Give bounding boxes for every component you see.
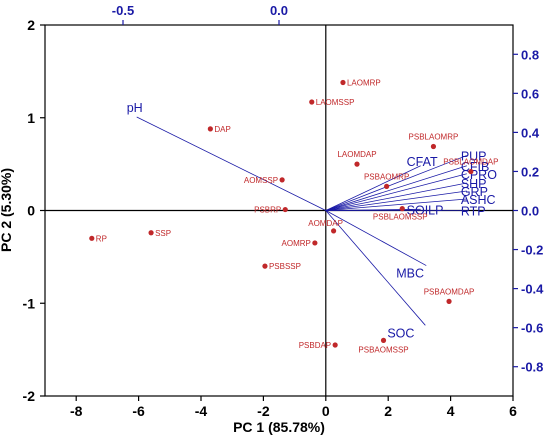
loading-label: RTP <box>461 205 486 219</box>
loading-vector-ph <box>136 116 326 211</box>
y2-tick-label: -0.2 <box>521 243 543 258</box>
x-tick-label: -8 <box>70 403 83 419</box>
x-axis-top: -0.5 0.0 <box>112 3 288 25</box>
score-label: AOMDAP <box>308 219 343 228</box>
score-point-aomdap <box>331 228 337 234</box>
score-label: SSP <box>155 229 171 238</box>
x-tick-label: -2 <box>257 403 270 419</box>
score-label: PSBAOMDAP <box>424 287 475 296</box>
y2-tick-label: 0.8 <box>521 47 539 62</box>
y-tick-label: 0 <box>27 203 35 219</box>
loading-vector-cpro <box>325 173 467 211</box>
y2-tick-label: -0.6 <box>521 321 543 336</box>
score-label: PSBSSP <box>269 262 301 271</box>
loading-label: CFAT <box>407 155 438 169</box>
score-point-ssp <box>148 230 154 236</box>
loading-label: GRP <box>461 185 488 199</box>
score-point-psblaomdap <box>468 168 474 175</box>
score-point-rp <box>89 235 95 241</box>
score-point-psbaomrp <box>384 183 390 189</box>
loading-label: pH <box>127 101 143 115</box>
score-point-psbrp <box>282 206 288 213</box>
loading-label: CFIB <box>461 160 489 174</box>
score-point-laomssp <box>309 99 315 105</box>
score-label: LAOMRP <box>347 79 381 88</box>
y-tick-label: -1 <box>23 295 36 311</box>
x-tick-label: 6 <box>509 403 517 419</box>
y2-tick-label: 0.6 <box>521 86 539 101</box>
loading-vector-soc <box>325 210 426 326</box>
score-label: PSBLAOMSSP <box>373 213 428 222</box>
loading-vector-cfat <box>325 165 421 211</box>
score-point-psblaomrp <box>430 143 437 150</box>
y-axis-right: 0.8 0.6 0.4 0.2 0.0 -0.2 -0.4 -0.6 -0.8 <box>513 47 544 375</box>
loading-vector-mbc <box>325 210 427 266</box>
score-label: PSBLAOMDAP <box>443 158 498 167</box>
score-label: DAP <box>214 125 230 134</box>
x-tick-label: 0 <box>322 403 330 419</box>
y2-tick-label: 0.0 <box>521 204 539 219</box>
score-label: LAOMSSP <box>316 98 355 107</box>
score-point-psbssp <box>262 263 268 269</box>
score-label: PSBAOMSSP <box>358 345 408 354</box>
score-point-aomrp <box>312 240 318 246</box>
loading-label: SOC <box>387 326 414 340</box>
loading-vector-shp <box>325 182 467 211</box>
loading-label: ASHC <box>461 193 496 207</box>
score-label: PSBLAOMRP <box>409 133 459 142</box>
y2-tick-label: -0.4 <box>521 282 544 297</box>
loading-vector-ashc <box>325 198 467 211</box>
x2-tick-label: -0.5 <box>112 3 134 18</box>
y-axis-title: PC 2 (5.30%) <box>0 168 14 252</box>
x-tick-label: -4 <box>195 403 208 419</box>
score-point-laomrp <box>340 79 346 86</box>
loading-label: MBC <box>396 267 424 281</box>
score-point-psbdap <box>332 342 338 348</box>
score-point-psblaomssp <box>399 206 405 212</box>
loading-label: PUP <box>461 149 487 163</box>
score-label: AOMRP <box>282 239 311 248</box>
x-axis-title: PC 1 (85.78%) <box>233 419 325 435</box>
score-point-psbaomssp <box>380 337 387 343</box>
y2-tick-label: -0.8 <box>521 360 543 375</box>
loading-vector-pup <box>325 155 467 211</box>
y-axis-left: -2 -1 0 1 2 <box>23 17 45 404</box>
x2-tick-label: 0.0 <box>270 3 288 18</box>
loading-label: SHP <box>461 177 487 191</box>
loading-vector-cfib <box>325 165 467 211</box>
score-point-psbaomdap <box>446 298 452 304</box>
x-tick-label: 4 <box>447 403 455 419</box>
score-label: LAOMDAP <box>337 150 376 159</box>
y-tick-label: 2 <box>27 17 35 33</box>
x-axis-bottom: -8 -6 -4 -2 0 2 4 6 <box>70 396 517 419</box>
score-point-aomssp <box>279 177 285 183</box>
score-label: RP <box>96 234 107 243</box>
score-point-laomdap <box>354 161 360 167</box>
score-points: LAOMRP LAOMSSP DAP PSBLAOMRP LAOMDAP PSBLAOMD… <box>89 79 498 354</box>
x-tick-label: 2 <box>384 403 392 419</box>
score-label: PSBRP <box>254 206 281 215</box>
y-tick-label: 1 <box>27 110 35 126</box>
loading-vector-grp <box>325 190 467 211</box>
score-label: PSBDAP <box>299 341 331 350</box>
score-label: AOMSSP <box>244 176 278 185</box>
y-tick-label: -2 <box>23 388 36 404</box>
y2-tick-label: 0.4 <box>521 125 540 140</box>
score-point-dap <box>207 126 213 132</box>
x-tick-label: -6 <box>132 403 145 419</box>
y2-tick-label: 0.2 <box>521 164 539 179</box>
score-label: PSBAOMRP <box>364 172 409 181</box>
